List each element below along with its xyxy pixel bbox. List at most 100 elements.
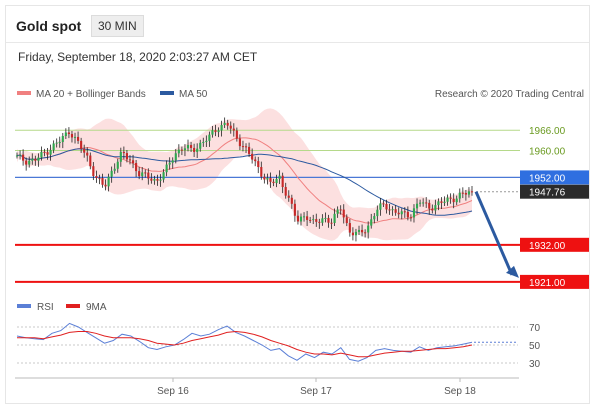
level-1960-00-label: 1960.00 bbox=[529, 146, 566, 157]
candle-body bbox=[229, 125, 232, 129]
candle-body bbox=[272, 181, 275, 184]
candle-body bbox=[315, 219, 318, 222]
level-1947-76-box bbox=[520, 184, 589, 199]
candle-body bbox=[159, 179, 162, 181]
candle-body bbox=[235, 130, 238, 139]
candle-body bbox=[388, 209, 391, 211]
candle-body bbox=[77, 136, 80, 141]
x-tick-label: Sep 18 bbox=[444, 386, 476, 397]
candle-body bbox=[64, 132, 67, 136]
candle-body bbox=[397, 212, 400, 215]
candle-body bbox=[419, 202, 422, 204]
candle-body bbox=[284, 187, 287, 196]
candle-body bbox=[58, 142, 61, 144]
legend-label-ma50: MA 50 bbox=[179, 89, 208, 100]
credit-text: Research © 2020 Trading Central bbox=[435, 89, 584, 100]
candle-body bbox=[336, 209, 339, 214]
level-1947-76-label: 1947.76 bbox=[529, 188, 566, 199]
rsi-series-rsi bbox=[16, 322, 473, 362]
timestamp: Friday, September 18, 2020 2:03:27 AM CE… bbox=[18, 50, 258, 64]
legend-swatch-9ma bbox=[66, 304, 80, 308]
candle-body bbox=[138, 171, 141, 177]
candle-body bbox=[70, 134, 74, 138]
candle-body bbox=[422, 202, 425, 204]
candle-body bbox=[168, 162, 171, 165]
candle-body bbox=[287, 195, 290, 198]
candle-body bbox=[290, 197, 293, 204]
candle-body bbox=[18, 154, 22, 156]
candle-body bbox=[86, 152, 89, 156]
candle-body bbox=[119, 151, 122, 162]
candle-body bbox=[373, 216, 376, 220]
candle-body bbox=[174, 153, 177, 161]
candle-body bbox=[403, 211, 406, 213]
legend-swatch-ma50 bbox=[160, 91, 174, 95]
timeframe-badge[interactable]: 30 MIN bbox=[91, 15, 144, 37]
candle-body bbox=[357, 229, 361, 232]
candle-body bbox=[208, 134, 211, 141]
candle-body bbox=[299, 216, 303, 222]
instrument-title: Gold spot bbox=[16, 18, 82, 34]
candle-body bbox=[128, 159, 132, 161]
candle-body bbox=[22, 154, 25, 161]
candle-body bbox=[49, 150, 52, 155]
candle-body bbox=[382, 203, 385, 205]
candle-body bbox=[248, 146, 251, 154]
level-1921-00-label: 1921.00 bbox=[529, 278, 566, 289]
candle-body bbox=[254, 159, 257, 162]
candle-body bbox=[415, 203, 419, 209]
candle-body bbox=[214, 130, 217, 133]
candle-body bbox=[379, 203, 382, 210]
candle-body bbox=[40, 151, 43, 158]
ma20-line bbox=[16, 137, 473, 224]
candle-body bbox=[296, 215, 300, 222]
candle-body bbox=[269, 177, 272, 182]
candle-body bbox=[263, 176, 266, 180]
candle-body bbox=[171, 160, 174, 163]
x-axis: Sep 16 Sep 17 Sep 18 bbox=[15, 377, 519, 397]
candle-body bbox=[61, 135, 64, 143]
candle-body bbox=[144, 172, 147, 174]
candle-body bbox=[339, 209, 342, 211]
candle-body bbox=[46, 152, 49, 155]
forecast-arrow-line bbox=[474, 191, 514, 276]
chart-widget: Gold spot 30 MIN Friday, September 18, 2… bbox=[5, 5, 590, 404]
candle-body bbox=[25, 160, 28, 165]
candle-body bbox=[37, 157, 40, 161]
candle-body bbox=[205, 140, 208, 142]
candle-body bbox=[351, 232, 354, 236]
candle-body bbox=[131, 160, 135, 164]
candle-body bbox=[241, 146, 245, 148]
candle-body bbox=[443, 201, 446, 203]
candle-body bbox=[186, 145, 190, 149]
candle-body bbox=[199, 142, 202, 149]
candle-body bbox=[275, 178, 278, 184]
candle-body bbox=[266, 177, 269, 180]
candle-body bbox=[92, 166, 95, 177]
x-tick-label: Sep 17 bbox=[300, 386, 332, 397]
candle-body bbox=[330, 222, 333, 224]
candle-body bbox=[232, 128, 235, 131]
candle-body bbox=[327, 217, 330, 223]
candle-body bbox=[125, 153, 129, 160]
candle-body bbox=[95, 176, 98, 178]
candle-body bbox=[470, 191, 474, 193]
candle-body bbox=[278, 175, 281, 179]
widget-header: Gold spot 30 MIN bbox=[6, 6, 589, 43]
level-1952-00-label: 1952.00 bbox=[529, 173, 566, 184]
candle-body bbox=[293, 203, 296, 216]
candle-body bbox=[165, 164, 168, 173]
rsi-tick-50: 50 bbox=[529, 341, 541, 352]
ma50-line bbox=[16, 148, 473, 216]
candle-body bbox=[55, 142, 58, 144]
candle-body bbox=[141, 172, 144, 177]
candle-body bbox=[89, 155, 92, 167]
candle-body bbox=[409, 217, 412, 219]
candle-body bbox=[354, 231, 358, 236]
candle-body bbox=[345, 217, 348, 224]
candle-body bbox=[80, 140, 83, 149]
legend-label-9ma: 9MA bbox=[86, 302, 107, 313]
rsi-legend: RSI 9MA bbox=[17, 302, 107, 313]
candle-body bbox=[156, 178, 159, 181]
